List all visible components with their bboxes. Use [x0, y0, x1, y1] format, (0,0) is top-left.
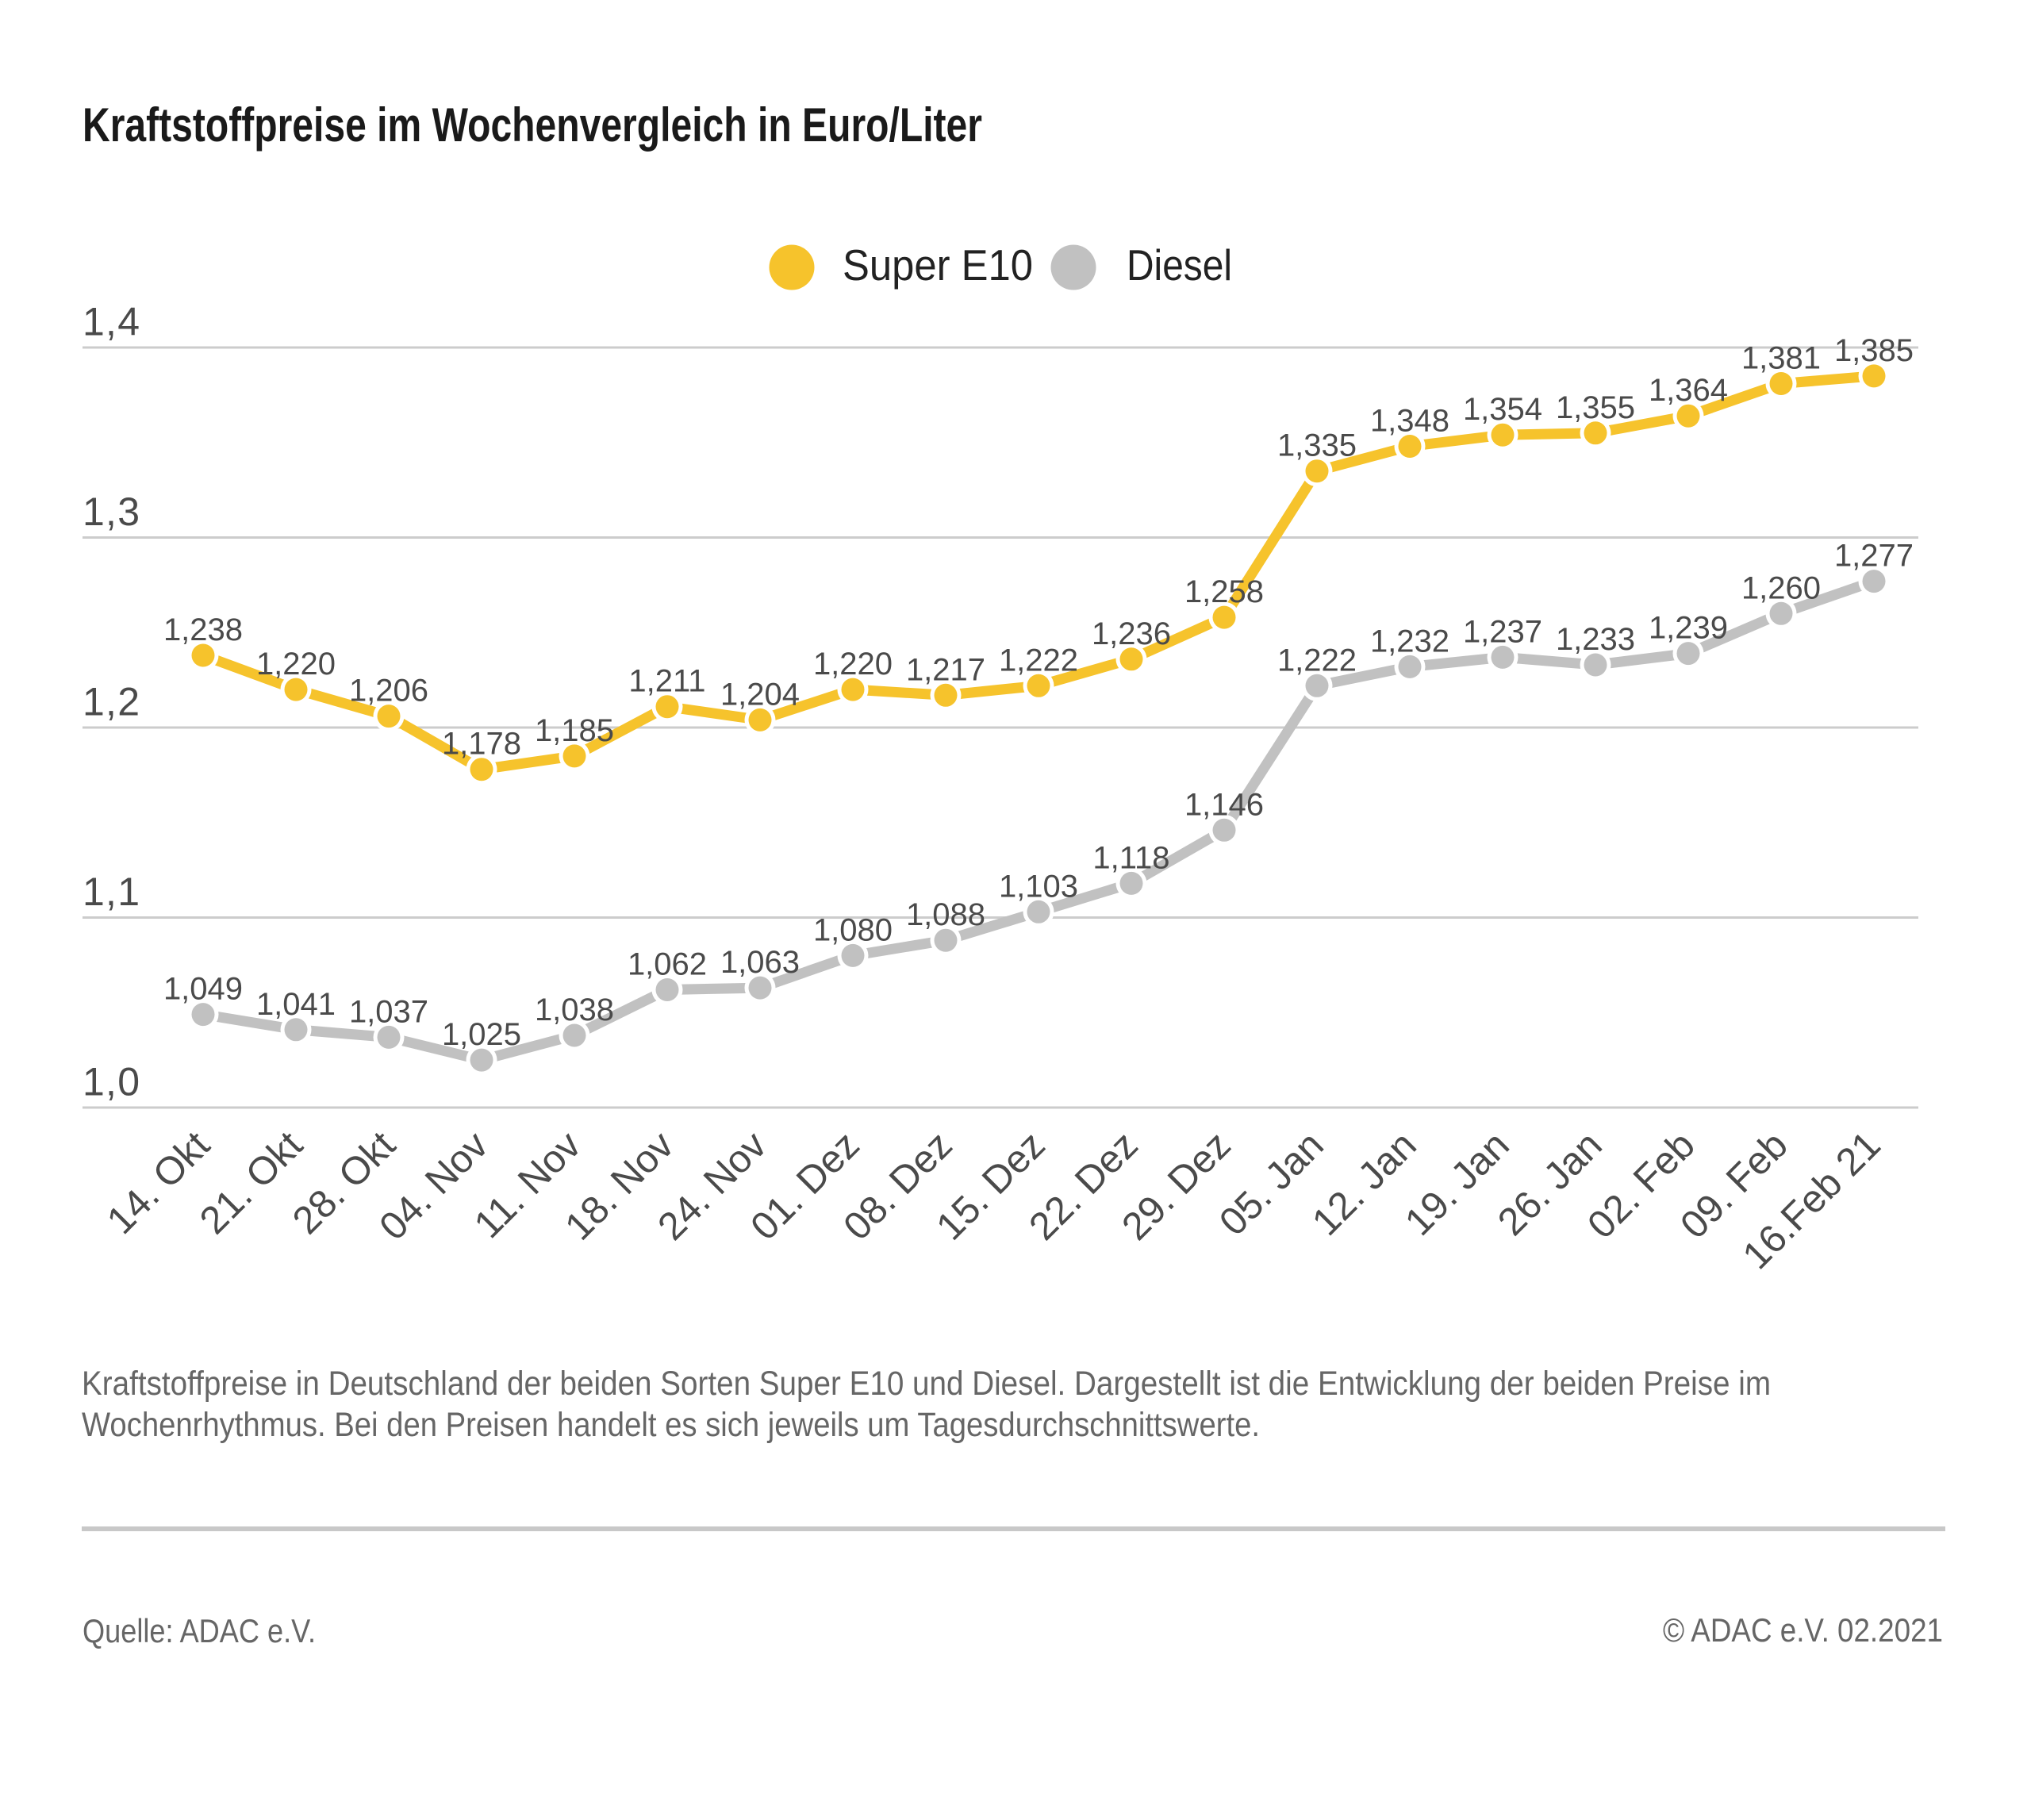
svg-text:1,364: 1,364 — [1649, 373, 1728, 408]
svg-text:1,217: 1,217 — [906, 652, 985, 687]
svg-text:1,204: 1,204 — [720, 677, 800, 712]
svg-text:1,088: 1,088 — [906, 897, 985, 932]
svg-text:1,232: 1,232 — [1370, 624, 1449, 659]
svg-text:1,239: 1,239 — [1649, 611, 1728, 646]
svg-text:1,211: 1,211 — [628, 664, 705, 699]
svg-text:1,381: 1,381 — [1741, 341, 1821, 376]
svg-text:1,0: 1,0 — [83, 1060, 140, 1104]
svg-text:1,2: 1,2 — [83, 680, 140, 724]
svg-text:1,178: 1,178 — [442, 727, 521, 762]
svg-text:1,335: 1,335 — [1277, 428, 1357, 463]
svg-text:1,206: 1,206 — [349, 674, 428, 708]
svg-text:Kraftstoffpreise im Wochenverg: Kraftstoffpreise im Wochenvergleich in E… — [83, 98, 982, 152]
svg-text:1,233: 1,233 — [1556, 622, 1635, 657]
svg-text:1,103: 1,103 — [999, 869, 1078, 904]
svg-text:1,4: 1,4 — [83, 300, 140, 344]
svg-text:1,063: 1,063 — [720, 945, 800, 980]
svg-text:1,038: 1,038 — [535, 993, 614, 1027]
svg-text:1,025: 1,025 — [442, 1017, 521, 1052]
svg-text:1,041: 1,041 — [256, 987, 336, 1022]
svg-text:Wochenrhythmus. Bei den Preise: Wochenrhythmus. Bei den Preisen handelt … — [82, 1406, 1260, 1444]
svg-text:1,260: 1,260 — [1741, 570, 1821, 605]
svg-text:1,118: 1,118 — [1092, 840, 1169, 875]
svg-text:Kraftstoffpreise in Deutschlan: Kraftstoffpreise in Deutschland der beid… — [82, 1365, 1771, 1403]
svg-text:1,385: 1,385 — [1834, 333, 1914, 368]
svg-text:1,355: 1,355 — [1556, 390, 1635, 425]
svg-text:© ADAC e.V. 02.2021: © ADAC e.V. 02.2021 — [1663, 1611, 1943, 1649]
svg-text:1,222: 1,222 — [1277, 643, 1357, 678]
svg-text:1,080: 1,080 — [813, 912, 893, 947]
svg-text:1,238: 1,238 — [163, 612, 243, 647]
svg-text:1,237: 1,237 — [1463, 614, 1542, 649]
svg-text:1,354: 1,354 — [1463, 392, 1542, 427]
svg-text:1,062: 1,062 — [628, 947, 707, 982]
svg-text:1,037: 1,037 — [349, 994, 428, 1029]
svg-text:1,185: 1,185 — [535, 713, 614, 748]
svg-text:1,277: 1,277 — [1834, 539, 1914, 574]
svg-text:1,236: 1,236 — [1092, 616, 1171, 651]
svg-text:Diesel: Diesel — [1127, 240, 1232, 290]
svg-text:1,1: 1,1 — [83, 870, 140, 914]
svg-text:1,3: 1,3 — [83, 490, 140, 534]
svg-text:1,258: 1,258 — [1184, 574, 1264, 609]
svg-text:1,220: 1,220 — [813, 647, 893, 682]
svg-text:1,049: 1,049 — [163, 972, 243, 1007]
svg-text:1,146: 1,146 — [1184, 787, 1264, 822]
svg-text:Quelle: ADAC e.V.: Quelle: ADAC e.V. — [83, 1612, 316, 1649]
svg-text:Super E10: Super E10 — [843, 240, 1033, 290]
svg-text:1,220: 1,220 — [256, 647, 336, 682]
svg-text:1,348: 1,348 — [1370, 404, 1449, 439]
svg-text:1,222: 1,222 — [999, 643, 1078, 678]
